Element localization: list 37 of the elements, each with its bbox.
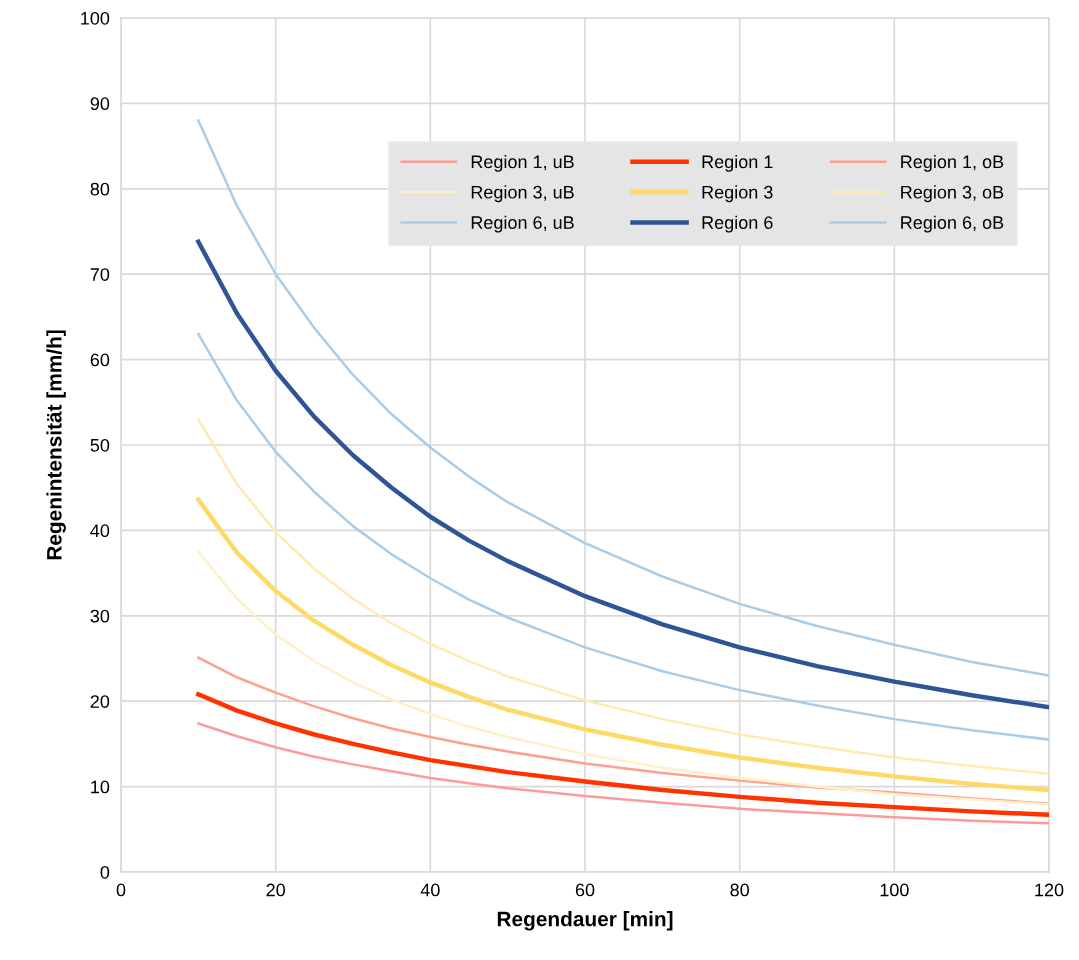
legend-label: Region 1 — [702, 154, 773, 172]
legend-label: Region 6, uB — [471, 215, 574, 233]
y-axis-title: Regenintensität [mm/h] — [46, 330, 66, 560]
line-series — [196, 497, 1049, 793]
y-tick-label: 0 — [100, 865, 110, 879]
legend-label: Region 1, oB — [901, 154, 1004, 172]
y-tick-label: 70 — [90, 268, 110, 281]
line-series — [197, 550, 1049, 806]
x-tick-label: 60 — [575, 883, 595, 897]
x-axis-title: Regendauer [min] — [497, 911, 673, 931]
y-tick-label: 80 — [90, 182, 110, 196]
legend-label: Region 6, oB — [901, 215, 1004, 233]
x-tick-label: 20 — [266, 883, 285, 897]
line-series — [196, 239, 1049, 710]
y-tick-label: 90 — [90, 97, 110, 111]
legend-label: Region 3, uB — [471, 185, 574, 203]
y-tick-label: 100 — [81, 11, 110, 25]
x-tick-label: 0 — [116, 883, 126, 897]
y-tick-label: 50 — [90, 438, 110, 452]
x-tick-label: 40 — [420, 883, 440, 897]
y-tick-label: 60 — [90, 353, 110, 367]
legend-label: Region 3, oB — [901, 185, 1004, 203]
line-series — [197, 418, 1049, 776]
x-tick-label: 100 — [880, 883, 909, 897]
line-series — [197, 722, 1049, 825]
y-tick-label: 20 — [90, 695, 110, 708]
line-series — [197, 119, 1049, 677]
y-tick-label: 30 — [90, 609, 110, 623]
line-series — [196, 692, 1049, 817]
y-tick-label: 40 — [90, 524, 110, 538]
y-tick-label: 10 — [91, 780, 110, 794]
legend-label: Region 6 — [702, 215, 773, 233]
line-series — [197, 332, 1049, 741]
legend-label: Region 3 — [702, 185, 773, 203]
x-tick-label: 120 — [1035, 883, 1064, 897]
legend-label: Region 1, uB — [471, 154, 574, 172]
x-tick-label: 80 — [730, 883, 749, 897]
